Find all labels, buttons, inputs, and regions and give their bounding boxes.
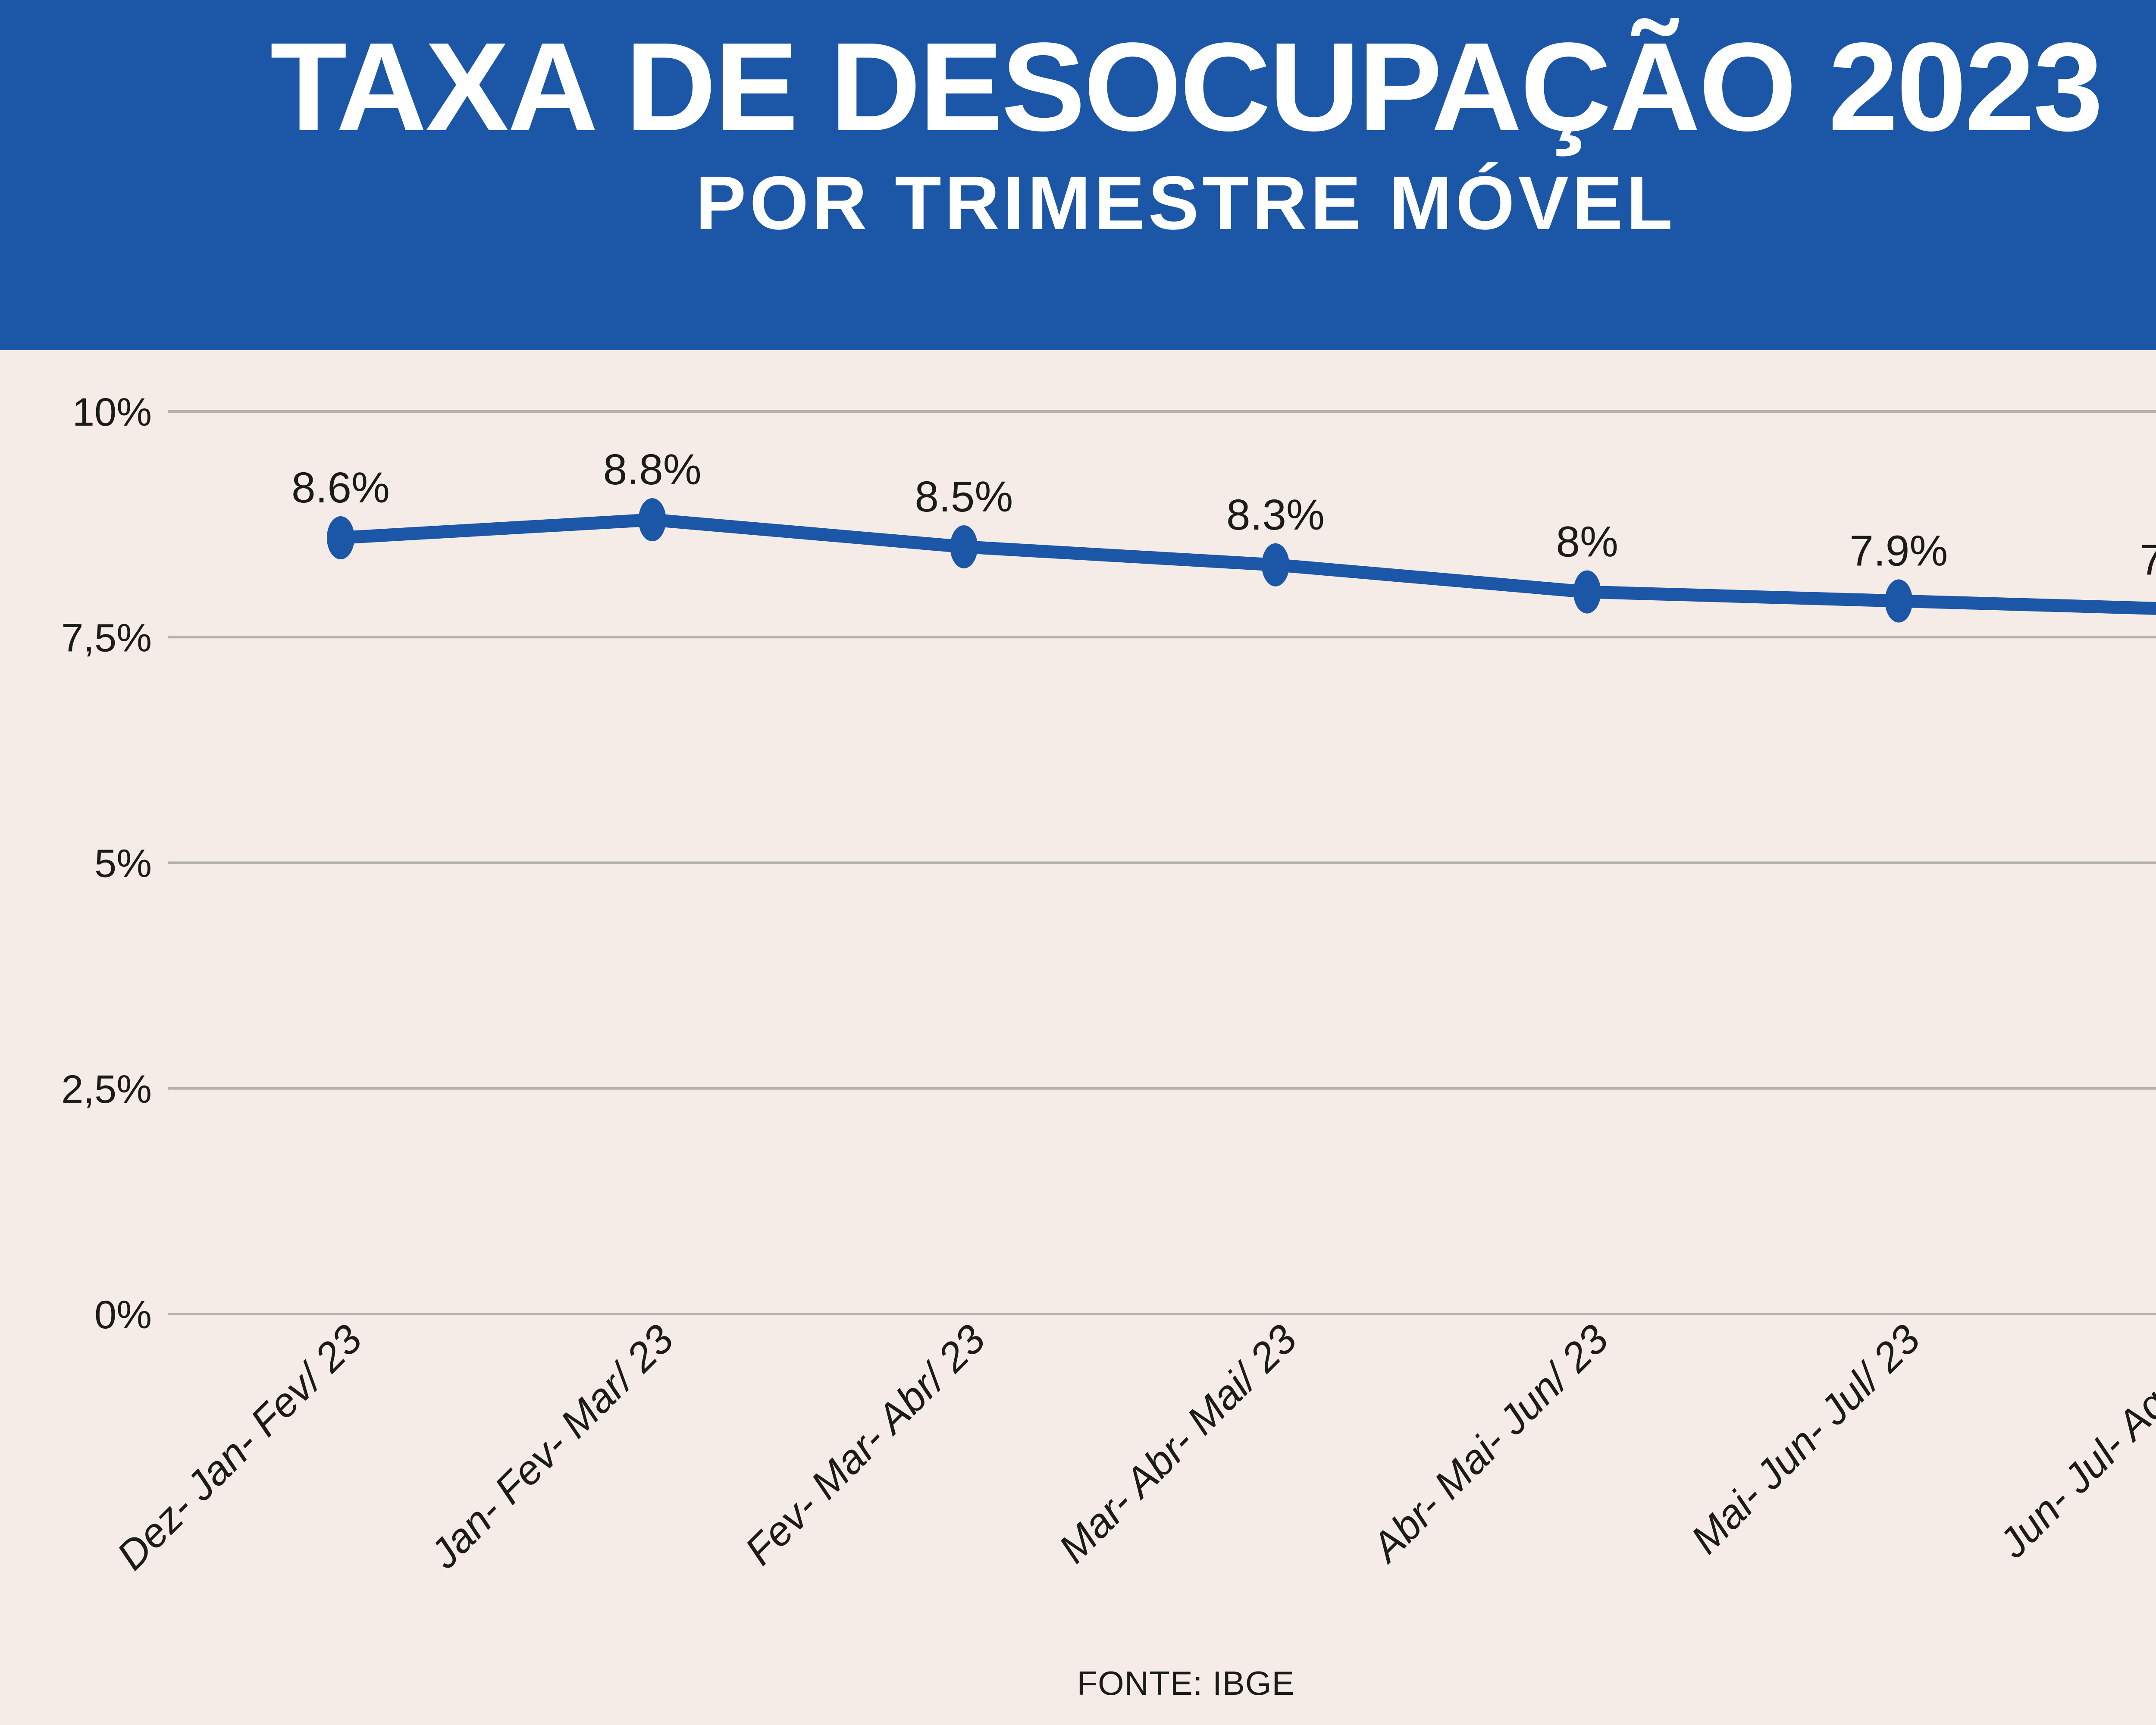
y-axis-tick-label: 10%	[72, 390, 152, 434]
y-axis-tick-label: 2,5%	[61, 1067, 152, 1111]
data-point-label: 7.9%	[1849, 527, 1948, 575]
data-point-marker	[950, 525, 978, 568]
y-axis-tick-label: 5%	[94, 842, 152, 886]
data-point-label: 8.5%	[915, 473, 1013, 521]
source-note: FONTE: IBGE	[1077, 1664, 1295, 1702]
page-title: TAXA DE DESOCUPAÇÃO 2023	[270, 16, 2103, 157]
header-banner: TAXA DE DESOCUPAÇÃO 2023 POR TRIMESTRE M…	[0, 0, 2156, 350]
data-point-marker	[1885, 579, 1913, 623]
x-axis-tick-label: Dez- Jan- Fev/ 23	[108, 1316, 371, 1579]
x-axis-tick-label: Abr- Mai- Jun/ 23	[1362, 1316, 1617, 1571]
page-subtitle: POR TRIMESTRE MÓVEL	[696, 160, 1676, 245]
x-axis-tick-label: Jan- Fev- Mar/ 23	[421, 1316, 683, 1578]
data-point-marker	[327, 516, 354, 560]
x-axis-tick-label: Jun- Jul- Ago/ 23	[1990, 1316, 2156, 1567]
data-point-label: 8%	[1556, 518, 1618, 566]
y-axis-tick-label: 7,5%	[61, 616, 152, 660]
x-axis-tick-label: Fev- Mar- Abr/ 23	[736, 1316, 994, 1574]
data-point-marker	[638, 498, 666, 542]
data-point-marker	[1262, 543, 1290, 586]
x-axis-tick-label: Mai- Jun- Jul/ 23	[1683, 1316, 1929, 1562]
data-point-label: 8.6%	[291, 464, 390, 512]
y-axis-tick-label: 0%	[94, 1293, 152, 1337]
data-point-marker	[1573, 570, 1601, 614]
data-point-label: 7.8%	[2140, 536, 2156, 584]
data-point-label: 8.3%	[1226, 491, 1325, 539]
x-axis-tick-label: Mar- Abr- Mai/ 23	[1050, 1316, 1306, 1572]
data-point-label: 8.8%	[603, 445, 702, 494]
